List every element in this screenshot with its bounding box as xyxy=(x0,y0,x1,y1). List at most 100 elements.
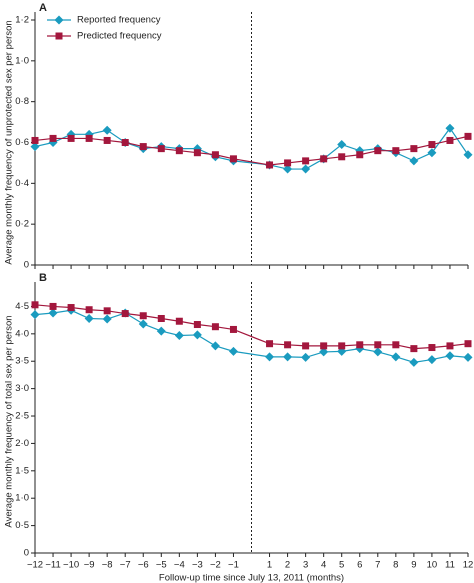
y-tick-label: 3·0 xyxy=(15,383,29,394)
marker xyxy=(31,301,39,309)
marker xyxy=(283,352,293,362)
marker xyxy=(229,325,237,333)
marker xyxy=(392,341,400,349)
marker xyxy=(139,312,147,320)
marker xyxy=(283,164,293,174)
panel-label: B xyxy=(39,272,47,284)
x-tick-label: 1 xyxy=(267,560,272,571)
legend-label: Reported frequency xyxy=(77,15,161,26)
marker xyxy=(85,306,93,314)
marker xyxy=(410,345,418,353)
marker xyxy=(445,123,455,133)
marker xyxy=(103,307,111,315)
marker xyxy=(139,143,147,151)
marker xyxy=(103,136,111,144)
y-tick-label: 1·0 xyxy=(15,55,29,66)
marker xyxy=(102,314,112,324)
legend-marker xyxy=(55,32,63,40)
marker xyxy=(427,355,437,365)
marker xyxy=(373,347,383,357)
marker xyxy=(320,155,328,163)
legend-marker xyxy=(54,15,64,25)
x-tick-label: 5 xyxy=(339,560,344,571)
y-tick-label: 3·5 xyxy=(15,356,29,367)
x-tick-label: 12 xyxy=(463,560,474,571)
marker xyxy=(211,323,219,331)
y-tick-label: 0·2 xyxy=(15,219,29,230)
x-tick-label: −2 xyxy=(210,560,221,571)
y-tick-label: 0·8 xyxy=(15,96,29,107)
y-tick-label: 0 xyxy=(24,260,29,271)
marker xyxy=(157,314,165,322)
marker xyxy=(446,342,454,350)
marker xyxy=(284,159,292,167)
y-tick-label: 4·5 xyxy=(15,301,29,312)
marker xyxy=(302,342,310,350)
marker xyxy=(428,344,436,352)
marker xyxy=(427,148,437,158)
marker xyxy=(156,326,166,336)
marker xyxy=(174,330,184,340)
marker xyxy=(175,147,183,155)
y-tick-label: 0·4 xyxy=(15,178,29,189)
marker xyxy=(49,134,57,142)
legend-label: Predicted frequency xyxy=(77,31,162,42)
y-axis-label: Average monthly frequency of total sex p… xyxy=(4,315,15,527)
marker xyxy=(193,321,201,329)
marker xyxy=(409,357,419,367)
marker xyxy=(446,136,454,144)
x-tick-label: −7 xyxy=(120,560,131,571)
marker xyxy=(67,304,75,312)
marker xyxy=(356,341,364,349)
marker xyxy=(193,149,201,157)
marker xyxy=(210,341,220,351)
marker xyxy=(464,340,472,348)
x-tick-label: 10 xyxy=(427,560,438,571)
marker xyxy=(121,310,129,318)
marker xyxy=(463,352,473,362)
y-axis-label: Average monthly frequency of unprotected… xyxy=(4,20,15,264)
x-tick-label: −8 xyxy=(102,560,113,571)
x-tick-label: 8 xyxy=(393,560,398,571)
x-tick-label: 6 xyxy=(357,560,362,571)
marker xyxy=(301,164,311,174)
x-tick-label: −1 xyxy=(228,560,239,571)
marker xyxy=(211,151,219,159)
marker xyxy=(266,340,274,348)
marker xyxy=(338,153,346,161)
marker xyxy=(428,141,436,149)
marker xyxy=(266,161,274,169)
x-tick-label: −3 xyxy=(192,560,203,571)
marker xyxy=(374,147,382,155)
marker xyxy=(48,308,58,318)
y-tick-label: 4·0 xyxy=(15,328,29,339)
marker xyxy=(30,142,40,152)
marker xyxy=(121,139,129,146)
marker xyxy=(374,341,382,349)
marker xyxy=(302,157,310,165)
x-tick-label: −5 xyxy=(156,560,167,571)
marker xyxy=(102,125,112,135)
marker xyxy=(85,134,93,142)
marker xyxy=(463,150,473,160)
panel-label: A xyxy=(39,2,47,14)
x-tick-label: −9 xyxy=(84,560,95,571)
marker xyxy=(84,313,94,323)
x-axis-label: Follow-up time since July 13, 2011 (mont… xyxy=(159,573,344,583)
marker xyxy=(192,330,202,340)
x-tick-label: 2 xyxy=(285,560,290,571)
x-tick-label: 11 xyxy=(445,560,455,571)
marker xyxy=(228,346,238,356)
x-tick-label: −10 xyxy=(63,560,79,571)
x-tick-label: −4 xyxy=(174,560,185,571)
marker xyxy=(31,136,39,144)
marker xyxy=(175,317,183,325)
x-tick-label: −6 xyxy=(138,560,149,571)
x-tick-label: 9 xyxy=(411,560,416,571)
marker xyxy=(464,132,472,140)
marker xyxy=(67,134,75,142)
marker xyxy=(445,351,455,361)
marker xyxy=(409,156,419,166)
marker xyxy=(392,147,400,155)
